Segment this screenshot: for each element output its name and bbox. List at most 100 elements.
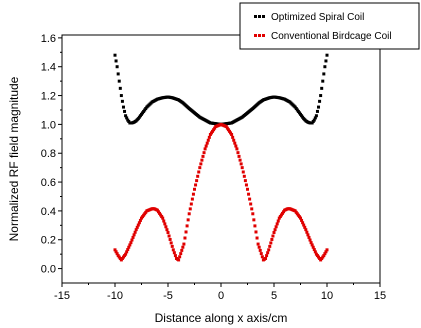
data-point (232, 138, 236, 142)
data-point (133, 230, 137, 234)
data-point (267, 248, 271, 252)
data-point (124, 252, 128, 256)
data-point (160, 215, 164, 219)
data-point (242, 174, 246, 178)
x-axis-label: Distance along x axis/cm (155, 311, 288, 325)
data-point (200, 158, 204, 162)
y-tick-label: 1.6 (41, 33, 56, 45)
data-point (278, 215, 282, 219)
data-point (303, 225, 307, 229)
data-point (168, 237, 172, 241)
data-point (169, 241, 173, 245)
data-point (299, 216, 302, 220)
data-point (325, 248, 329, 252)
y-tick-label: 1.4 (41, 62, 56, 74)
data-point (312, 248, 316, 252)
data-point (171, 248, 175, 252)
data-point (324, 59, 328, 63)
data-point (120, 99, 124, 103)
data-point (202, 151, 206, 155)
data-point (186, 218, 190, 222)
data-point (185, 224, 189, 228)
data-point (241, 170, 245, 174)
data-point (128, 243, 132, 247)
data-point (134, 228, 138, 232)
x-tick-label: -5 (163, 290, 173, 302)
legend-label-birdcage: Conventional Birdcage Coil (271, 31, 392, 42)
data-point (301, 221, 305, 225)
data-point (172, 251, 176, 255)
data-point (279, 213, 283, 217)
data-point (113, 248, 117, 252)
x-axis: -15 -10 -5 0 5 10 15 (54, 283, 386, 302)
data-point (226, 128, 230, 132)
data-point (203, 147, 207, 151)
data-point (211, 129, 215, 133)
data-point (196, 174, 200, 178)
data-point (194, 183, 198, 187)
data-point (236, 151, 240, 155)
data-point (321, 79, 325, 83)
data-point (282, 210, 286, 214)
data-point (114, 59, 118, 63)
data-point (252, 218, 256, 222)
data-point (246, 187, 249, 191)
x-tick-label: -15 (54, 290, 70, 302)
legend-marker-optimized (262, 15, 265, 18)
legend: Optimized Spiral Coil Conventional Birdc… (239, 2, 420, 50)
data-point (179, 252, 183, 256)
legend-marker-birdcage (262, 34, 265, 37)
legend-box (239, 2, 420, 50)
data-point (251, 212, 255, 216)
y-axis-label: Normalized RF field magnitude (7, 76, 21, 241)
data-point (212, 128, 216, 132)
data-point (129, 241, 133, 245)
data-point (182, 242, 186, 246)
data-point (304, 228, 308, 232)
data-point (191, 192, 195, 196)
data-point (307, 235, 311, 239)
y-tick-label: 1.0 (41, 119, 56, 131)
data-point (115, 252, 119, 256)
data-point (125, 250, 129, 254)
data-point (173, 254, 177, 258)
data-point (224, 125, 228, 129)
data-point (302, 223, 306, 227)
data-point (230, 132, 234, 136)
data-point (308, 238, 312, 242)
data-point (248, 197, 252, 201)
data-point (227, 129, 231, 133)
data-point (275, 222, 279, 226)
data-point (315, 109, 319, 113)
data-point (305, 230, 309, 234)
data-point (274, 225, 278, 229)
data-point (310, 243, 314, 247)
data-point (247, 192, 251, 196)
data-point (131, 235, 135, 239)
data-point (132, 233, 136, 237)
data-point (270, 237, 274, 241)
data-point (206, 138, 210, 142)
data-point (271, 234, 275, 238)
data-point (234, 144, 238, 148)
data-point (162, 219, 166, 223)
data-point (124, 114, 128, 118)
x-tick-label: -10 (107, 290, 123, 302)
data-point (180, 248, 184, 252)
series-1 (113, 122, 329, 262)
data-point (235, 147, 239, 151)
legend-marker-optimized (258, 15, 261, 18)
y-tick-label: 0.4 (41, 206, 56, 218)
data-point (320, 86, 324, 90)
data-point (166, 231, 170, 235)
data-point (193, 187, 196, 191)
data-point (225, 126, 229, 130)
data-point (239, 162, 243, 166)
data-point (135, 225, 139, 229)
data-point (125, 116, 129, 120)
data-point (204, 144, 208, 148)
data-point (187, 212, 191, 216)
data-point (314, 114, 318, 118)
